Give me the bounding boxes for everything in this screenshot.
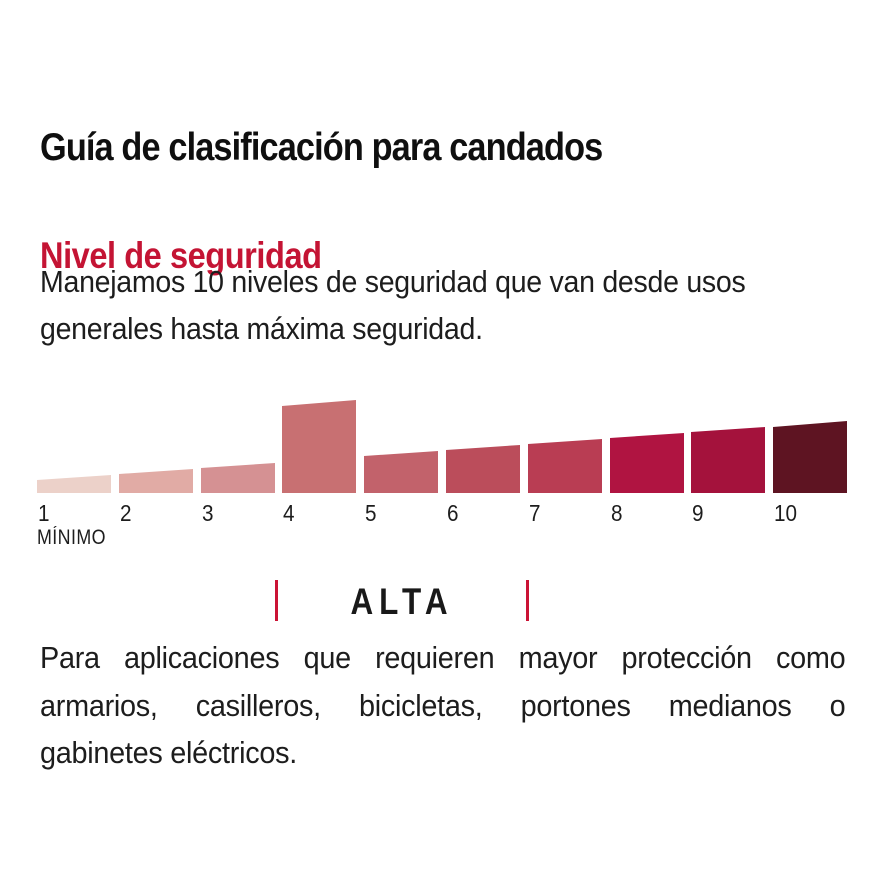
- minimum-label: MÍNIMO: [37, 526, 106, 549]
- level-bar-3: [201, 463, 275, 493]
- range-tick-right: [526, 580, 529, 621]
- text-line: Para aplicaciones que requieren mayor pr…: [40, 640, 846, 675]
- security-level-chart: MÍNIMO 1 2 3 4 5 6 7 8 9 10: [0, 380, 885, 549]
- description-paragraph: Para aplicaciones que requieren mayor pr…: [40, 634, 846, 777]
- text-line: gabinetes eléctricos.: [40, 735, 297, 770]
- level-number-5: 5: [365, 500, 377, 526]
- level-number-4: 4: [283, 500, 295, 526]
- level-bar-1: [37, 475, 111, 493]
- level-number-10: 10: [774, 500, 798, 526]
- level-bar-6: [446, 445, 520, 493]
- level-number-7: 7: [529, 500, 541, 526]
- page-title: Guía de clasificación para candados: [40, 126, 603, 170]
- security-level-heading: Nivel de seguridad: [40, 234, 322, 276]
- level-bar-10: [773, 421, 847, 493]
- intro-paragraph: Manejamos 10 niveles de seguridad que va…: [40, 258, 831, 352]
- level-number-3: 3: [202, 500, 214, 526]
- range-tick-left: [275, 580, 278, 621]
- level-bar-7: [528, 439, 602, 493]
- level-number-9: 9: [692, 500, 704, 526]
- text-line: generales hasta máxima seguridad.: [40, 311, 483, 346]
- level-number-1: 1: [38, 500, 50, 526]
- text-line: Manejamos 10 niveles de seguridad que va…: [40, 264, 746, 299]
- level-bar-5: [364, 451, 438, 493]
- level-number-8: 8: [611, 500, 623, 526]
- level-bar-2: [119, 469, 193, 493]
- level-number-6: 6: [447, 500, 459, 526]
- level-number-2: 2: [120, 500, 132, 526]
- text-line: armarios, casilleros, bicicletas, porton…: [40, 687, 846, 723]
- level-bar-8: [610, 433, 684, 493]
- range-label-alta: ALTA: [350, 581, 454, 622]
- level-bar-4-highlighted: [282, 400, 356, 493]
- level-bar-9: [691, 427, 765, 493]
